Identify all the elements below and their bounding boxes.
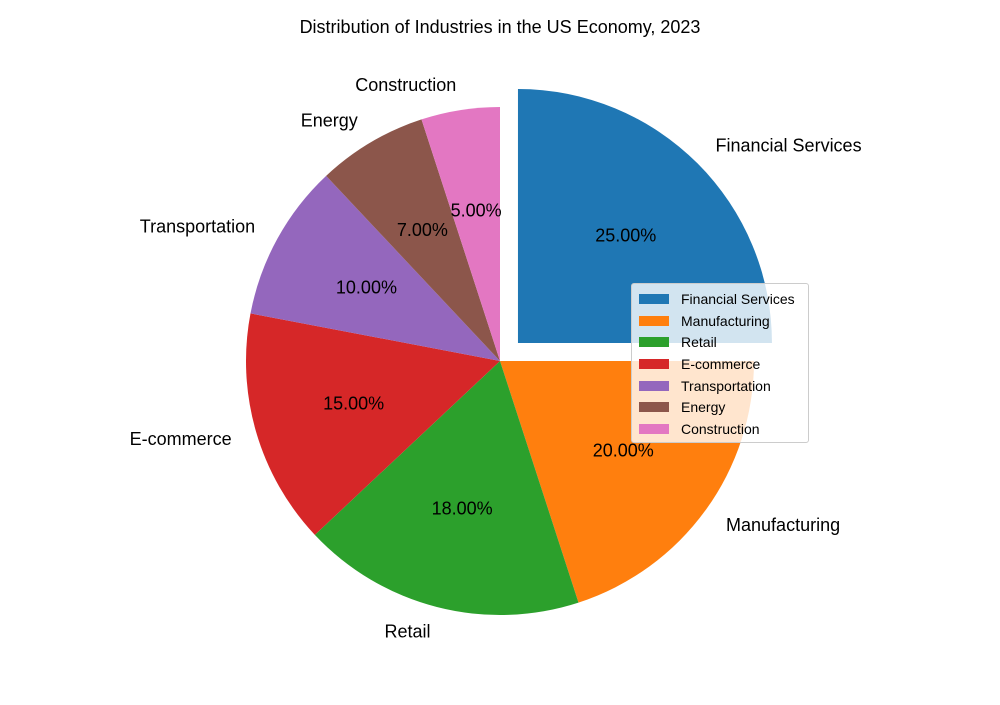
- pie-slice-construction: [421, 107, 500, 361]
- pie-slice-retail: [314, 361, 579, 615]
- pie-slice-financial-services: [517, 89, 772, 344]
- pie-slice-transportation: [250, 175, 500, 361]
- chart-title: Distribution of Industries in the US Eco…: [299, 17, 701, 37]
- legend-swatch: [639, 423, 669, 434]
- legend-item: Construction: [632, 418, 808, 440]
- legend-swatch: [639, 293, 669, 304]
- legend-label: E-commerce: [681, 355, 761, 372]
- pct-label: 20.00%: [593, 441, 654, 461]
- legend-swatch: [639, 358, 669, 369]
- pct-label: 10.00%: [336, 278, 397, 298]
- legend-label: Financial Services: [681, 290, 795, 307]
- legend-swatch: [639, 315, 669, 326]
- pct-label: 5.00%: [451, 200, 502, 220]
- legend-item: E-commerce: [632, 353, 808, 375]
- slice-label: Energy: [301, 111, 358, 131]
- legend-item: Retail: [632, 331, 808, 353]
- slice-label: Manufacturing: [726, 515, 840, 535]
- legend-label: Manufacturing: [681, 312, 770, 329]
- legend-label: Transportation: [681, 377, 771, 394]
- slice-label: Financial Services: [716, 135, 862, 155]
- legend-item: Financial Services: [632, 288, 808, 310]
- pct-label: 15.00%: [323, 394, 384, 414]
- slice-label: Retail: [384, 622, 430, 642]
- legend-label: Retail: [681, 334, 717, 351]
- legend-item: Transportation: [632, 375, 808, 397]
- legend-swatch: [639, 402, 669, 413]
- pct-label: 25.00%: [595, 225, 656, 245]
- legend-swatch: [639, 337, 669, 348]
- slice-label: Construction: [355, 75, 456, 95]
- legend-item: Manufacturing: [632, 310, 808, 332]
- chart-legend: Financial Services Manufacturing Retail E-c…: [631, 283, 809, 443]
- legend-label: Construction: [681, 420, 760, 437]
- pct-label: 7.00%: [397, 220, 448, 240]
- legend-item: Energy: [632, 396, 808, 418]
- slice-label: Transportation: [140, 216, 255, 236]
- pie-slice-energy: [326, 119, 500, 362]
- pie-slice-e-commerce: [246, 313, 500, 535]
- pct-label: 18.00%: [432, 499, 493, 519]
- slice-label: E-commerce: [130, 429, 232, 449]
- legend-label: Energy: [681, 399, 726, 416]
- legend-swatch: [639, 380, 669, 391]
